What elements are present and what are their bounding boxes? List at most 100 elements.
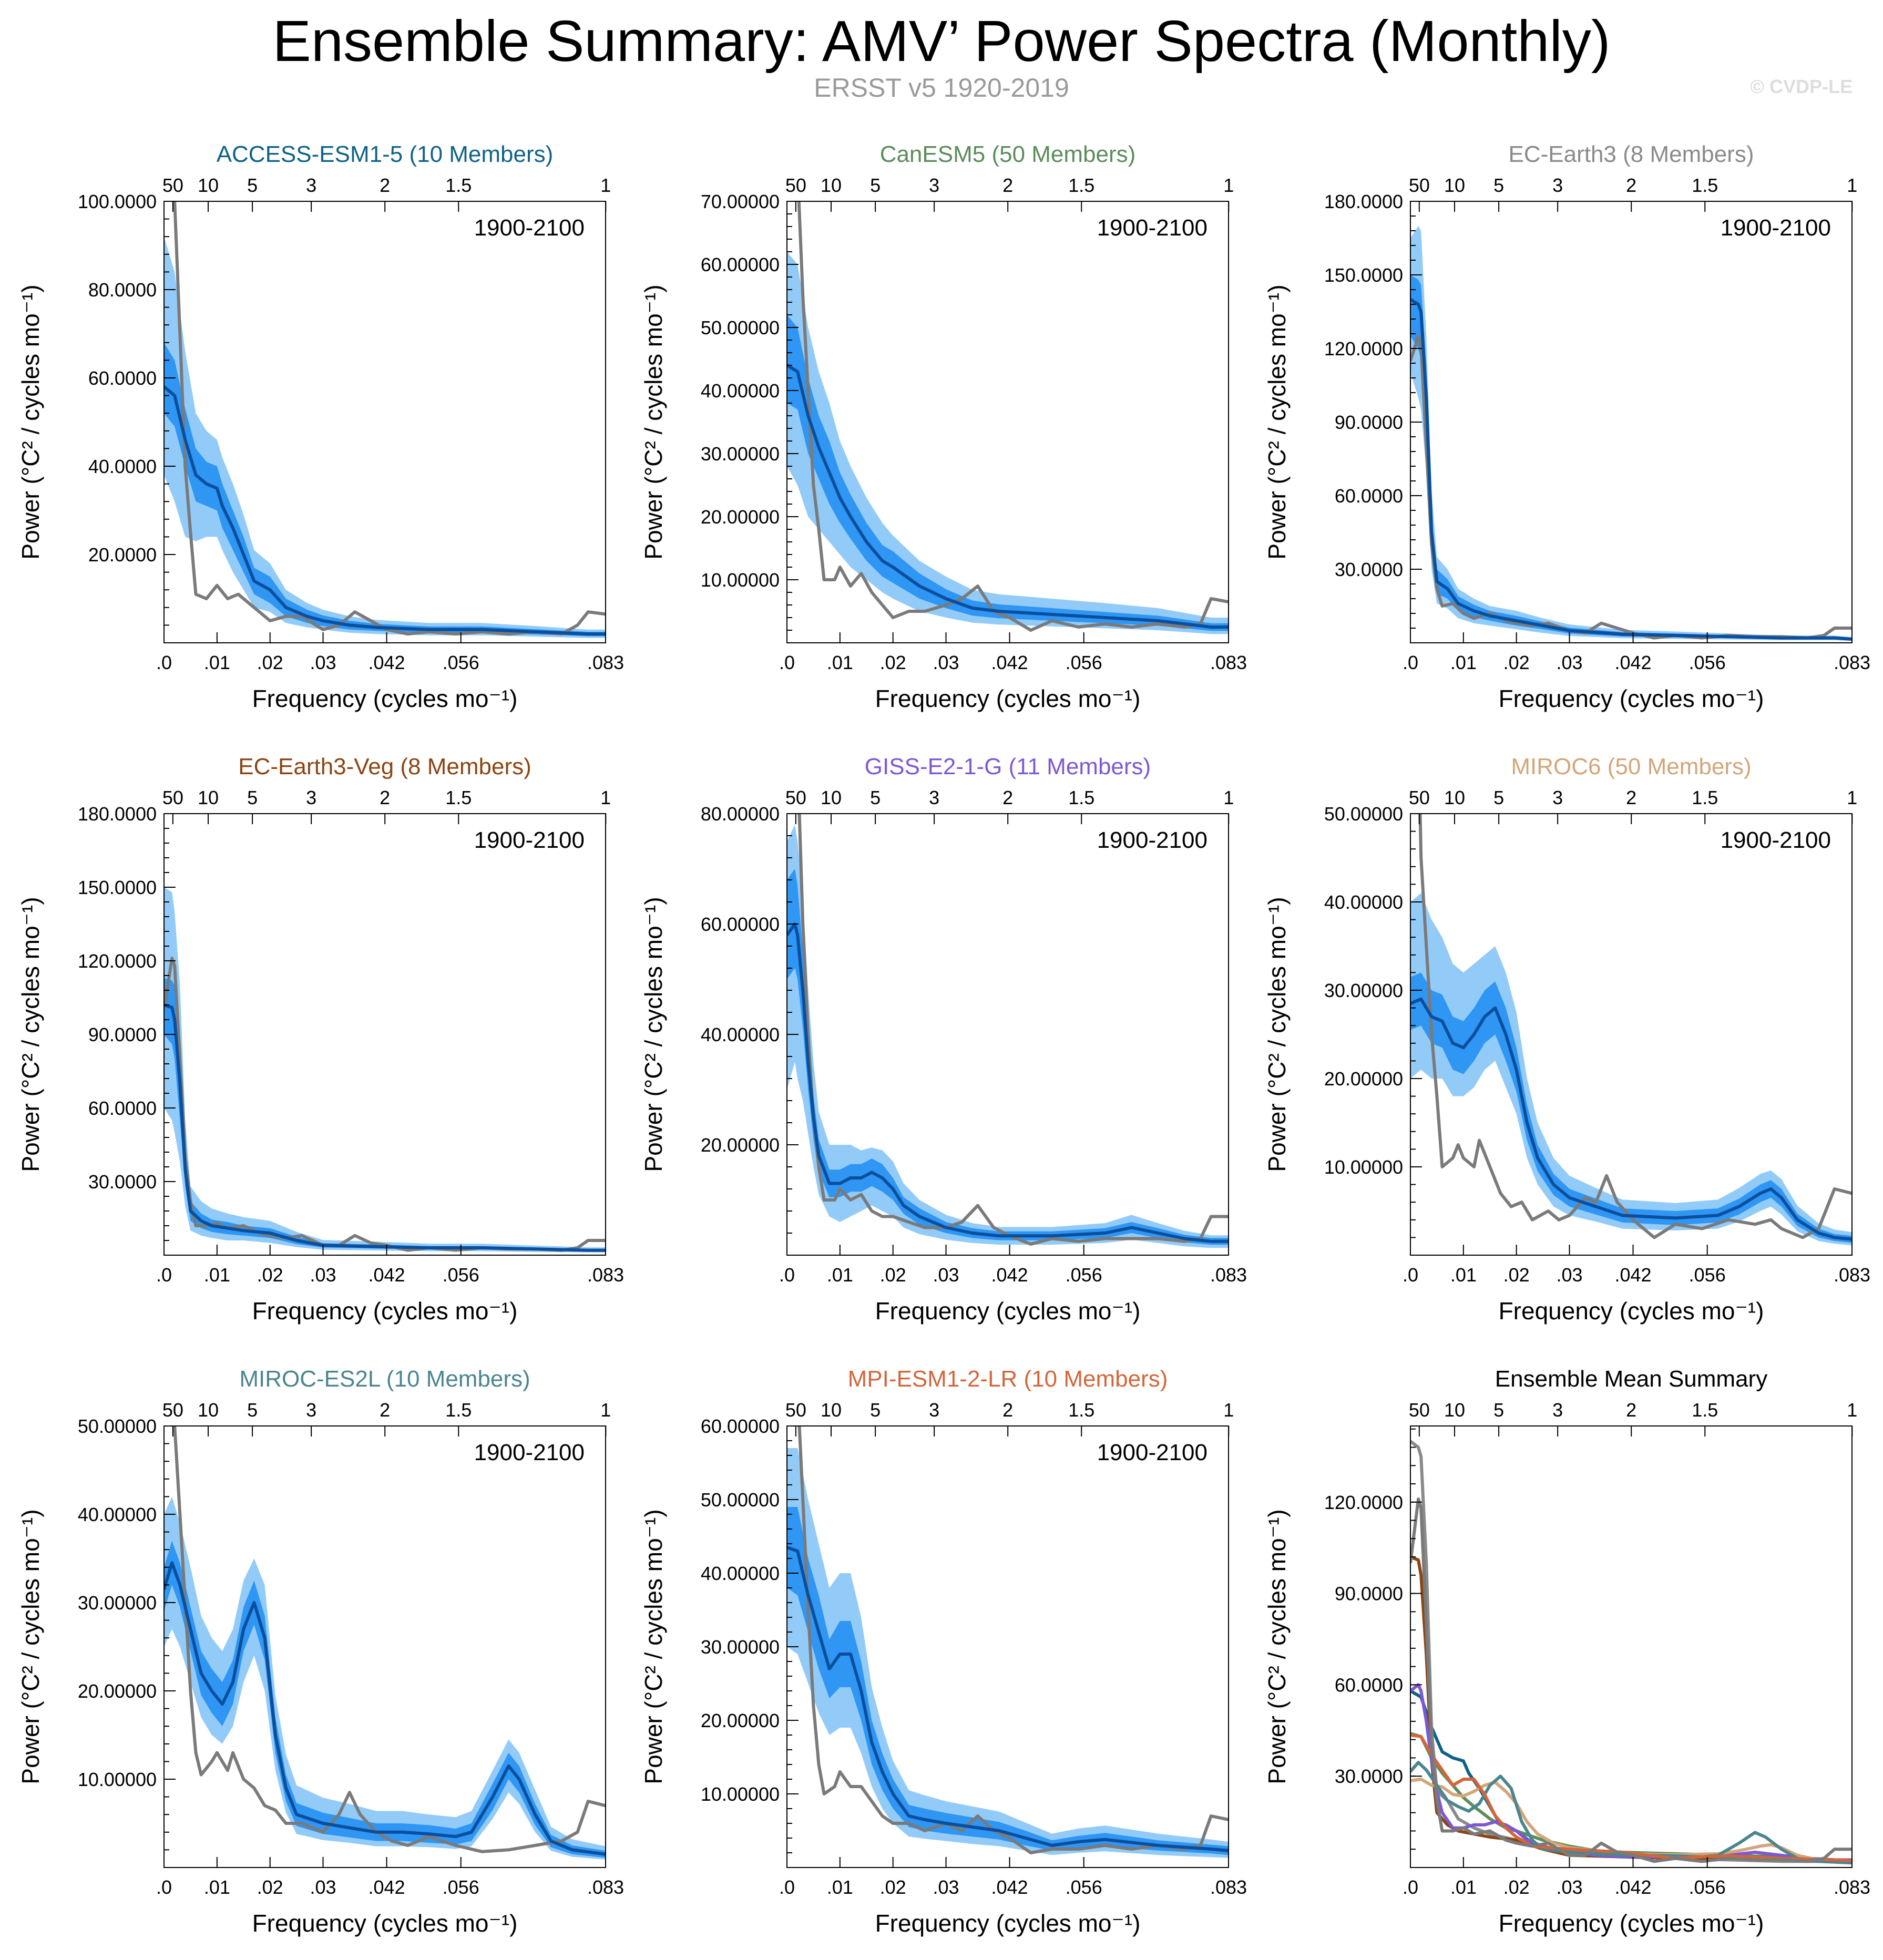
period-tick-label: 1 (1847, 1399, 1857, 1421)
x-tick-label: .042 (1614, 1264, 1651, 1286)
period-tick-label: 50 (162, 175, 183, 196)
x-tick-label: .02 (1503, 652, 1530, 673)
panel-title: MPI-ESM1-2-LR (10 Members) (848, 1366, 1168, 1392)
period-tick-label: 1 (600, 1399, 611, 1421)
y-tick-label: 70.00000 (701, 191, 780, 212)
y-tick-label: 30.00000 (1324, 980, 1403, 1001)
ensemble-mean-line (164, 385, 606, 636)
x-axis-label: Frequency (cycles mo⁻¹) (252, 1910, 518, 1937)
y-tick-label: 80.00000 (701, 803, 780, 825)
plot-area (164, 201, 606, 638)
ensemble-spread-inner (787, 1507, 1229, 1855)
x-tick-label: .042 (1614, 652, 1651, 673)
x-tick-label: .083 (587, 1876, 624, 1898)
x-tick-label: .042 (368, 1264, 405, 1286)
y-axis-label: Power (°C² / cycles mo⁻¹) (17, 284, 44, 559)
x-tick-label: .042 (368, 652, 405, 673)
x-tick-label: .056 (1066, 1876, 1102, 1898)
series-line-mpi-esm1-2-lr (1410, 1733, 1852, 1862)
period-tick-label: 2 (1626, 175, 1636, 196)
x-tick-label: .02 (257, 652, 283, 673)
period-tick-label: 3 (1552, 1399, 1563, 1421)
ensemble-spread-outer (1410, 893, 1852, 1246)
x-tick-label: .02 (880, 652, 906, 673)
x-tick-label: .056 (443, 1876, 479, 1898)
x-tick-label: .083 (1210, 1264, 1247, 1286)
period-tick-label: 50 (785, 787, 806, 808)
period-tick-label: 1 (1847, 787, 1857, 808)
panel-title: EC-Earth3-Veg (8 Members) (238, 754, 531, 779)
period-tick-label: 5 (1493, 1399, 1504, 1421)
period-tick-label: 10 (1444, 787, 1465, 808)
x-tick-label: .083 (587, 652, 624, 673)
y-tick-label: 40.00000 (1324, 891, 1403, 913)
y-axis-label: Power (°C² / cycles mo⁻¹) (1263, 897, 1291, 1172)
panel-title: MIROC6 (50 Members) (1511, 754, 1751, 779)
y-tick-label: 10.00000 (1324, 1156, 1403, 1178)
period-tick-label: 50 (1409, 175, 1430, 196)
y-tick-label: 30.00000 (701, 443, 780, 465)
panel-title: ACCESS-ESM1-5 (10 Members) (217, 141, 554, 167)
observed-line (173, 201, 606, 636)
y-tick-label: 20.00000 (701, 1134, 780, 1156)
x-tick-label: .01 (1450, 1876, 1477, 1898)
x-tick-label: .0 (1403, 652, 1418, 673)
period-tick-label: 1.5 (445, 1399, 472, 1421)
x-axis-label: Frequency (cycles mo⁻¹) (252, 685, 518, 712)
period-label: 1900-2100 (1097, 827, 1207, 853)
x-tick-label: .03 (933, 1876, 959, 1898)
period-tick-label: 5 (870, 787, 881, 808)
plot-frame (163, 813, 606, 1256)
ensemble-mean-line (787, 1546, 1229, 1852)
period-tick-label: 3 (306, 1399, 316, 1421)
y-axis-label: Power (°C² / cycles mo⁻¹) (17, 1509, 44, 1784)
x-tick-label: .056 (443, 1264, 479, 1286)
y-axis-label: Power (°C² / cycles mo⁻¹) (17, 897, 44, 1172)
y-tick-label: 90.0000 (1335, 412, 1403, 433)
y-tick-label: 40.00000 (701, 1563, 780, 1584)
period-tick-label: 1.5 (1068, 787, 1094, 808)
period-tick-label: 1 (600, 175, 611, 196)
period-tick-label: 1 (1223, 787, 1234, 808)
panel-5: 10.00000 20.00000 30.00000 40.00000 50.00000… (1263, 754, 1870, 1325)
period-tick-label: 1.5 (445, 787, 472, 808)
plot-area (1410, 814, 1852, 1246)
y-tick-label: 20.00000 (78, 1680, 157, 1702)
period-tick-label: 50 (162, 1399, 183, 1421)
plot-area (1410, 225, 1852, 641)
y-tick-label: 30.0000 (1335, 1766, 1403, 1787)
x-tick-label: .02 (880, 1264, 906, 1286)
period-tick-label: 2 (1626, 1399, 1636, 1421)
y-tick-label: 10.00000 (78, 1769, 157, 1790)
y-axis-label: Power (°C² / cycles mo⁻¹) (1263, 284, 1291, 559)
period-tick-label: 5 (870, 1399, 881, 1421)
period-tick-label: 10 (1444, 1399, 1465, 1421)
period-tick-label: 50 (1409, 787, 1430, 808)
ensemble-mean-line (1410, 298, 1852, 641)
ensemble-mean-line (787, 922, 1229, 1243)
plot-area (164, 887, 606, 1253)
x-tick-label: .03 (1556, 1264, 1582, 1286)
x-tick-label: .042 (991, 652, 1028, 673)
y-tick-label: 10.00000 (701, 569, 780, 591)
x-tick-label: .083 (1210, 1876, 1247, 1898)
series-line-ec-earth3-veg (1410, 1555, 1852, 1863)
y-axis-label: Power (°C² / cycles mo⁻¹) (1263, 1509, 1291, 1784)
y-tick-label: 50.00000 (78, 1415, 157, 1437)
x-tick-label: .0 (156, 652, 172, 673)
panel-title: MIROC-ES2L (10 Members) (239, 1366, 530, 1392)
y-tick-label: 30.0000 (88, 1171, 157, 1193)
observed-line (1418, 814, 1852, 1239)
y-tick-label: 150.0000 (78, 877, 157, 898)
x-tick-label: .083 (1210, 652, 1247, 673)
y-tick-label: 60.00000 (701, 914, 780, 935)
y-tick-label: 60.0000 (88, 1097, 157, 1119)
y-tick-label: 60.0000 (1335, 485, 1403, 507)
y-tick-label: 10.00000 (701, 1783, 780, 1805)
series-line-ersst v5 (1410, 1497, 1852, 1863)
plot-area (787, 1426, 1229, 1858)
x-tick-label: .083 (1834, 1876, 1870, 1898)
period-tick-label: 10 (821, 175, 842, 196)
period-tick-label: 10 (821, 787, 842, 808)
